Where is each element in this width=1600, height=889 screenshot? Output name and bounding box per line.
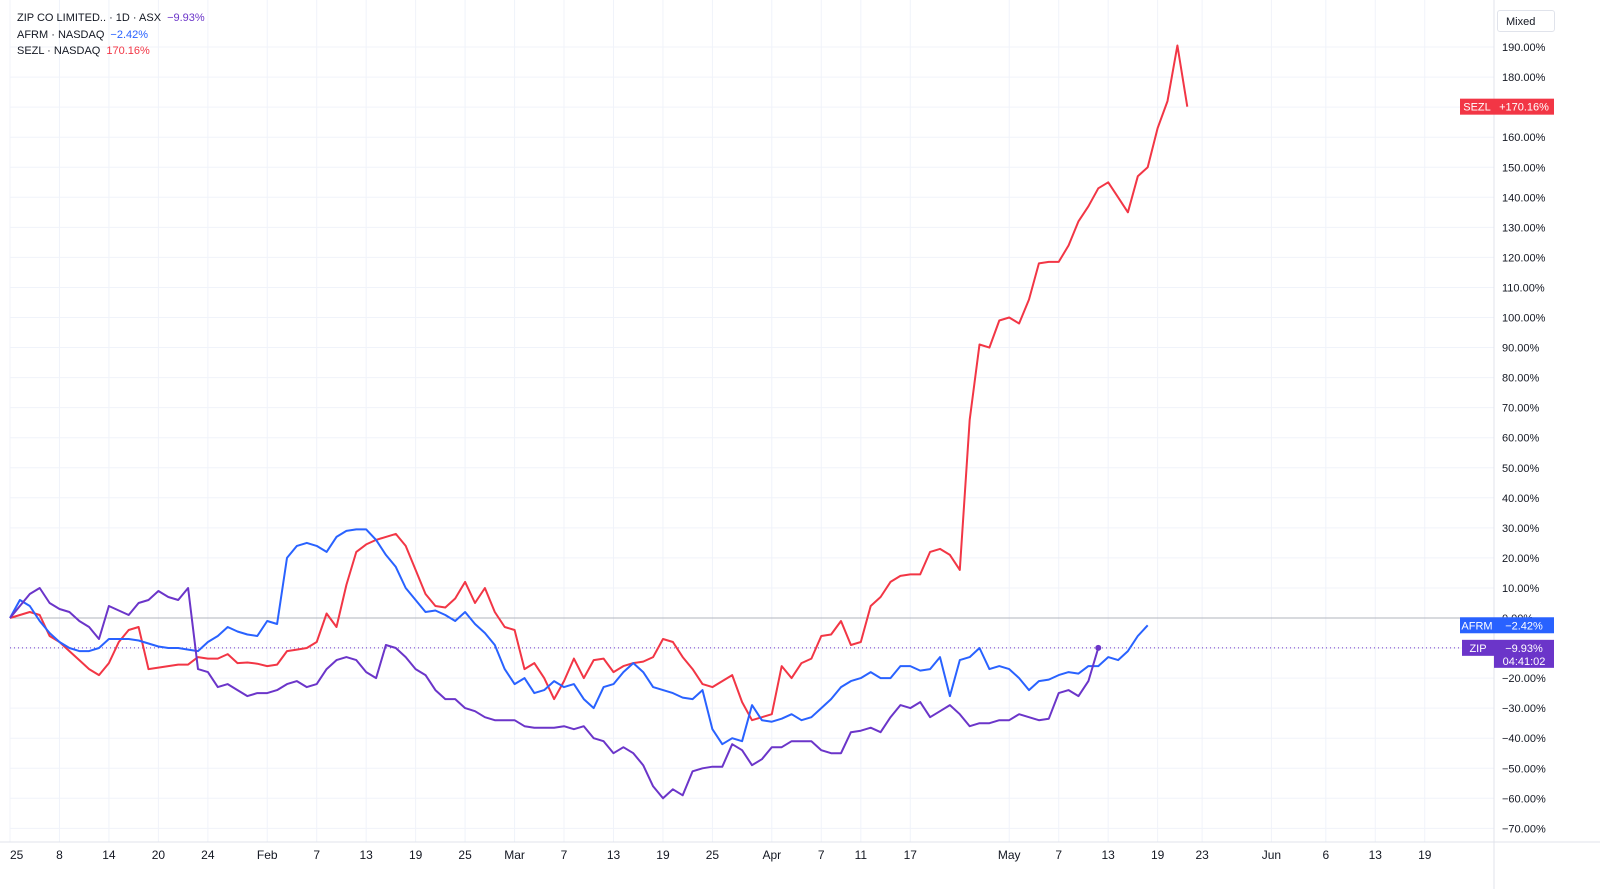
x-tick-label: 19 [409,848,423,862]
price-tag-countdown: 04:41:02 [1503,656,1546,668]
legend-label-afrm: AFRM · NASDAQ [17,28,105,41]
x-tick-label: 7 [1055,848,1062,862]
price-tag-name-bg [1462,639,1494,656]
x-tick-label: 14 [102,848,116,862]
price-tag-zip: ZIP −9.93%04:41:02 [1462,639,1554,668]
legend-value-zip: −9.93% [167,12,205,24]
x-tick-label: 13 [1101,848,1115,862]
x-tick-label: 19 [1151,848,1165,862]
y-tick-label: 100.00% [1502,313,1546,325]
x-tick-label: 17 [904,848,918,862]
x-tick-label: 13 [359,848,373,862]
x-tick-label: Mar [504,848,525,862]
price-tag-afrm: AFRM −2.42% [1460,617,1554,634]
x-tick-label: 24 [201,848,215,862]
grid-lines [9,0,1494,842]
x-tick-label: 7 [561,848,568,862]
price-tag-value-bg [1494,98,1554,115]
x-tick-label: 13 [607,848,621,862]
price-tag-name-bg [1460,617,1494,634]
y-tick-label: 20.00% [1502,553,1540,565]
y-tick-label: 70.00% [1502,403,1540,415]
x-tick-label: Feb [257,848,278,862]
x-tick-label: 7 [313,848,320,862]
legend-label-zip: ZIP CO LIMITED.. · 1D · ASX [17,12,162,24]
x-tick-label: 11 [855,848,868,862]
x-tick-label: 25 [706,848,720,862]
y-tick-label: 130.00% [1502,222,1546,234]
x-tick-label: 6 [1322,848,1329,862]
legend-value-afrm: −2.42% [110,28,149,41]
scale-mode-button[interactable]: Mixed [1497,10,1555,32]
legend-row-sezl[interactable]: SEZL · NASDAQ 170.16% [17,43,205,60]
price-tag-value-bg [1494,639,1554,668]
y-tick-label: 110.00% [1502,282,1545,294]
x-tick-label: Jun [1262,848,1281,862]
price-tag-name: ZIP [1469,643,1486,655]
x-tick-label: 20 [152,848,166,862]
legend-value-sezl: 170.16% [106,45,150,57]
y-tick-label: −50.00% [1502,763,1546,775]
y-tick-label: 120.00% [1502,252,1546,264]
y-tick-label: 150.00% [1502,162,1546,174]
y-tick-label: 10.00% [1502,583,1540,595]
legend-label-sezl: SEZL · NASDAQ [17,45,101,57]
x-tick-label: May [998,848,1021,862]
y-tick-label: 40.00% [1502,493,1540,505]
x-tick-label: Apr [762,848,781,862]
price-tag-name: SEZL [1463,102,1491,114]
y-tick-label: −20.00% [1502,673,1546,685]
price-axis[interactable]: −70.00% −60.00% −50.00% −40.00% −30.00% −20.0… [1502,42,1546,835]
series-lines [9,44,1189,800]
x-tick-label: 13 [1369,848,1383,862]
y-tick-label: 160.00% [1502,132,1546,144]
series-line-sezl [9,44,1189,722]
x-tick-label: 19 [656,848,670,862]
price-tags: SEZL +170.16% AFRM −2.42% ZIP −9.93%04:41:02 [1460,98,1554,668]
y-tick-label: −70.00% [1502,823,1546,835]
price-tag-name-bg [1460,98,1494,115]
time-axis[interactable]: 25 8 14 20 24 Feb 7 13 19 25 Mar 7 13 19 25 Apr 7 11 17 May… [10,848,1432,862]
last-point-zip [1095,644,1102,651]
y-tick-label: −60.00% [1502,793,1546,805]
legend: ZIP CO LIMITED.. · 1D · ASX −9.93% AFRM ·… [17,10,205,60]
x-tick-label: 23 [1195,848,1209,862]
x-tick-label: 7 [818,848,825,862]
y-tick-label: −40.00% [1502,733,1546,745]
y-tick-label: 90.00% [1502,343,1540,355]
legend-row-zip[interactable]: ZIP CO LIMITED.. · 1D · ASX −9.93% [17,10,205,27]
x-tick-label: 25 [458,848,472,862]
y-tick-label: 30.00% [1502,523,1540,535]
y-tick-label: 190.00% [1502,42,1546,54]
x-tick-label: 19 [1418,848,1432,862]
series-line-afrm [9,528,1149,746]
legend-row-afrm[interactable]: AFRM · NASDAQ −2.42% [17,27,205,44]
price-tag-sezl: SEZL +170.16% [1460,98,1554,115]
price-tag-name: AFRM [1461,620,1492,632]
price-tag-value-bg [1494,617,1554,634]
x-tick-label: 8 [56,848,63,862]
y-tick-label: 140.00% [1502,192,1546,204]
price-tag-value: +170.16% [1499,102,1549,114]
series-line-zip [9,587,1100,800]
y-tick-label: 60.00% [1502,433,1540,445]
y-tick-label: 180.00% [1502,72,1546,84]
y-tick-label: 50.00% [1502,463,1540,475]
price-tag-value: −9.93% [1505,643,1543,655]
y-tick-label: 80.00% [1502,373,1540,385]
price-tag-value: −2.42% [1505,620,1543,632]
y-tick-label: −30.00% [1502,703,1546,715]
x-tick-label: 25 [10,848,24,862]
